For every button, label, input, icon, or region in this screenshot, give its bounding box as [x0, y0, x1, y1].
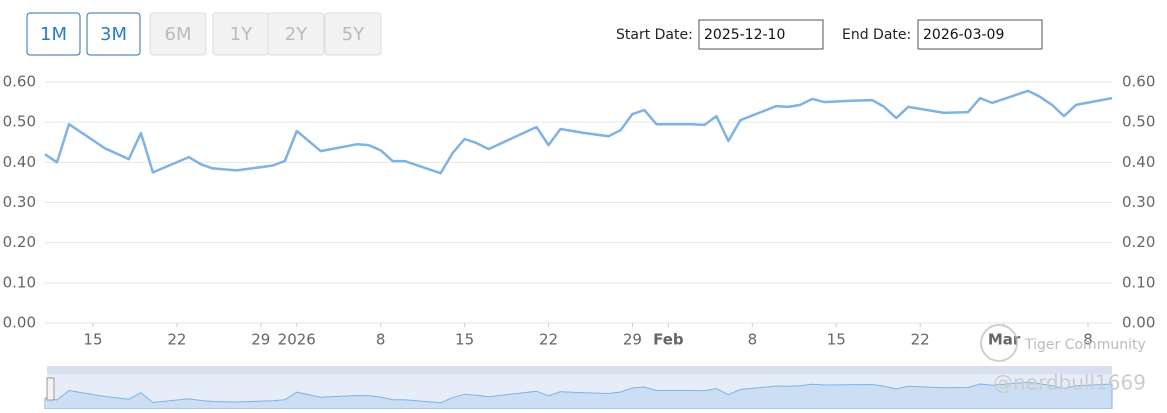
x-tick-label: 22 [167, 331, 186, 349]
y2-tick-label: 0.60 [1122, 73, 1155, 91]
x-tick-label: 8 [376, 331, 386, 349]
range-button [324, 12, 382, 56]
y-tick-label: 0.00 [3, 314, 36, 332]
watermark-brand: Tiger Community [1024, 337, 1146, 353]
series-line [44, 89, 1113, 175]
y-tick-label: 0.40 [3, 153, 36, 171]
y-tick-label: 0.20 [3, 233, 36, 251]
x-tick-label: 2026 [278, 331, 316, 349]
x-tick-label: 22 [911, 331, 930, 349]
x-tick-label: 15 [455, 331, 474, 349]
y2-tick-label: 0.50 [1122, 113, 1155, 131]
x-tick-label: Mar [988, 331, 1021, 349]
range-button-label: 5Y [342, 24, 365, 45]
end-date-input[interactable] [917, 19, 1043, 50]
start-date-input[interactable] [698, 19, 824, 50]
range-button [149, 12, 207, 56]
y2-tick-label: 0.10 [1122, 273, 1155, 291]
x-tick-label: 8 [1083, 331, 1093, 349]
range-button[interactable] [86, 12, 141, 56]
start-date-value[interactable]: 2025-12-10 [704, 27, 785, 43]
y2-tick-label: 0.00 [1122, 314, 1155, 332]
y2-tick-label: 0.30 [1122, 193, 1155, 211]
watermark-handle: @nerdbull1669 [993, 371, 1146, 395]
navigator-handle[interactable] [46, 377, 55, 401]
end-date-value[interactable]: 2026-03-09 [923, 27, 1004, 43]
range-button[interactable] [26, 12, 81, 56]
range-button-label: 2Y [285, 24, 308, 45]
x-tick-label: 29 [251, 331, 270, 349]
x-tick-label: 8 [748, 331, 758, 349]
end-date-label: End Date: [842, 27, 911, 43]
y-tick-label: 0.30 [3, 193, 36, 211]
y2-tick-label: 0.20 [1122, 233, 1155, 251]
y-tick-label: 0.10 [3, 273, 36, 291]
y-tick-label: 0.50 [3, 113, 36, 131]
x-tick-label: 15 [827, 331, 846, 349]
range-button-label[interactable]: 3M [100, 24, 127, 45]
x-tick-label: 29 [623, 331, 642, 349]
start-date-label: Start Date: [616, 27, 693, 43]
watermark-logo [980, 324, 1018, 362]
range-button-label: 1Y [230, 24, 253, 45]
range-button-label: 6M [165, 24, 192, 45]
range-button [267, 12, 325, 56]
x-tick-label: 22 [539, 331, 558, 349]
y2-tick-label: 0.40 [1122, 153, 1155, 171]
x-tick-label: 15 [83, 331, 102, 349]
x-tick-label: Feb [653, 331, 684, 349]
y-tick-label: 0.60 [3, 73, 36, 91]
navigator-area [44, 381, 1113, 410]
navigator-scrollbar [47, 366, 1112, 374]
range-button-label[interactable]: 1M [40, 24, 67, 45]
